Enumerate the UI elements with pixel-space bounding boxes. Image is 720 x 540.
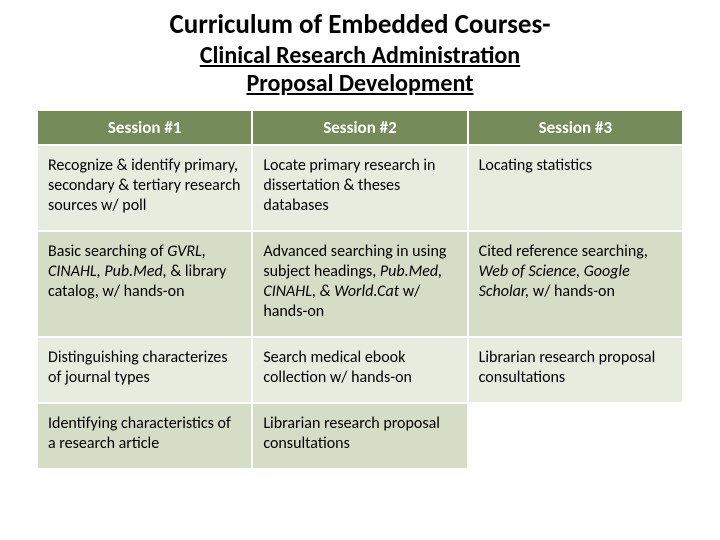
title-subtitle: Clinical Research Administration Proposa… xyxy=(36,42,684,100)
header-session-1: Session #1 xyxy=(37,110,252,145)
curriculum-table: Session #1 Session #2 Session #3 Recogni… xyxy=(36,109,684,470)
cell-r3c2: Search medical ebook collection w/ hands… xyxy=(252,337,467,403)
table-row: Recognize & identify primary, secondary … xyxy=(37,145,683,231)
cell-r4c3-empty xyxy=(468,403,683,469)
cell-r1c3: Locating statistics xyxy=(468,145,683,231)
cell-r2c2: Advanced searching in using subject head… xyxy=(252,231,467,337)
subtitle-line1: Clinical Research Administration xyxy=(200,41,520,70)
table-row: Identifying characteristics of a researc… xyxy=(37,403,683,469)
cell-r1c1: Recognize & identify primary, secondary … xyxy=(37,145,252,231)
cell-r3c1: Distinguishing characterizes of journal … xyxy=(37,337,252,403)
text: Basic searching of xyxy=(48,242,167,261)
text: w/ hands-on xyxy=(529,282,615,301)
cell-r3c3: Librarian research proposal consultation… xyxy=(468,337,683,403)
cell-r1c2: Locate primary research in dissertation … xyxy=(252,145,467,231)
cell-r4c2: Librarian research proposal consultation… xyxy=(252,403,467,469)
table-header-row: Session #1 Session #2 Session #3 xyxy=(37,110,683,145)
cell-r2c3: Cited reference searching, Web of Scienc… xyxy=(468,231,683,337)
subtitle-line2: Proposal Development xyxy=(246,69,473,98)
header-session-3: Session #3 xyxy=(468,110,683,145)
header-session-2: Session #2 xyxy=(252,110,467,145)
table-row: Basic searching of GVRL, CINAHL, Pub.Med… xyxy=(37,231,683,337)
text: Cited reference searching, xyxy=(479,242,648,261)
cell-r2c1: Basic searching of GVRL, CINAHL, Pub.Med… xyxy=(37,231,252,337)
cell-r4c1: Identifying characteristics of a researc… xyxy=(37,403,252,469)
title-main: Curriculum of Embedded Courses- xyxy=(36,10,684,40)
slide-container: Curriculum of Embedded Courses- Clinical… xyxy=(0,0,720,540)
table-row: Distinguishing characterizes of journal … xyxy=(37,337,683,403)
